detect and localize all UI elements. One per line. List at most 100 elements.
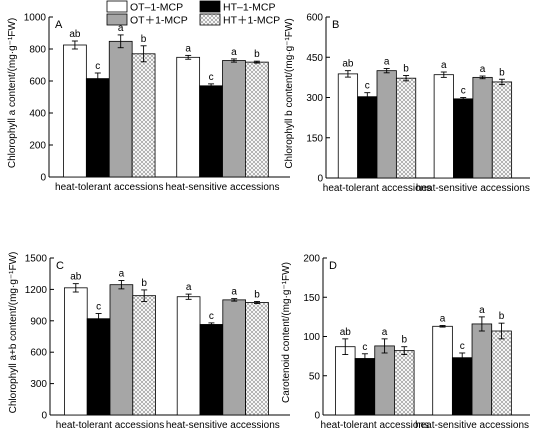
y-tick-label: 200 bbox=[29, 141, 46, 152]
bar bbox=[245, 302, 269, 416]
significance-letter: b bbox=[403, 63, 409, 74]
bar bbox=[222, 299, 247, 416]
y-tick-label: 600 bbox=[306, 13, 323, 24]
significance-letter: ab bbox=[69, 29, 81, 40]
panel-d: 0 50 100 150 200 D Carotenoid content/(mg·g⁻¹F… bbox=[281, 254, 530, 431]
significance-letter: c bbox=[362, 342, 367, 353]
significance-letter: b bbox=[499, 67, 505, 78]
bar bbox=[376, 70, 397, 179]
y-axis-label: Carotenoid content/(mg·g⁻¹FW) bbox=[281, 262, 292, 403]
bar bbox=[132, 295, 157, 416]
y-tick-label: 100 bbox=[303, 332, 320, 343]
significance-letter: c bbox=[209, 72, 214, 83]
bar bbox=[394, 350, 415, 416]
legend-label: OT–1-MCP bbox=[130, 2, 183, 14]
bar bbox=[176, 296, 201, 416]
y-tick-label: 400 bbox=[29, 109, 46, 120]
bar bbox=[374, 345, 395, 416]
bar bbox=[354, 358, 376, 416]
y-tick-label: 600 bbox=[29, 77, 46, 88]
panel-label: C bbox=[56, 260, 64, 272]
significance-letter: c bbox=[460, 341, 465, 352]
bar bbox=[491, 81, 513, 179]
bar bbox=[453, 98, 474, 179]
y-tick-label: 0 bbox=[317, 174, 323, 185]
significance-letter: c bbox=[95, 61, 100, 72]
legend-label: HT–1-MCP bbox=[223, 2, 276, 14]
significance-letter: c bbox=[365, 81, 370, 92]
y-tick-label: 0 bbox=[314, 411, 320, 422]
significance-letter: c bbox=[96, 301, 101, 312]
y-tick-label: 300 bbox=[30, 379, 47, 390]
significance-letter: b bbox=[254, 49, 260, 60]
bar bbox=[109, 284, 134, 416]
panel-label: B bbox=[332, 19, 339, 31]
y-tick-label: 300 bbox=[306, 93, 323, 104]
panel-a: 0 200 400 600 800 1000 A Chlorophyll a content/… bbox=[7, 13, 290, 193]
y-tick-label: 0 bbox=[41, 411, 47, 422]
y-tick-label: 1500 bbox=[25, 254, 48, 265]
x-category-label: heat-sensitive accessions bbox=[166, 420, 280, 431]
x-category-label: heat-sensitive accessions bbox=[166, 182, 280, 193]
y-axis-label: Chlorophyll a+b content/(mg·g⁻¹FW) bbox=[8, 252, 19, 414]
legend-label: OT＋1-MCP bbox=[130, 15, 188, 27]
significance-letter: b bbox=[254, 289, 260, 300]
significance-letter: ab bbox=[342, 59, 354, 70]
significance-letter: a bbox=[186, 282, 192, 293]
significance-letter: b bbox=[141, 278, 147, 289]
x-category-label: heat-tolerant accessions bbox=[323, 183, 431, 194]
bar bbox=[337, 73, 359, 179]
bar bbox=[395, 77, 417, 179]
significance-letter: ab bbox=[70, 272, 82, 283]
bar bbox=[491, 330, 512, 416]
y-tick-label: 900 bbox=[30, 316, 47, 327]
x-category-label: heat-tolerant accessions bbox=[321, 420, 429, 431]
y-tick-label: 450 bbox=[306, 53, 323, 64]
bar bbox=[472, 76, 493, 179]
x-category-label: heat-tolerant accessions bbox=[55, 182, 163, 193]
y-tick-label: 200 bbox=[303, 254, 320, 265]
y-axis-label: Chlorophyll b content/(mg·g⁻¹FW) bbox=[284, 18, 295, 168]
bar bbox=[176, 56, 201, 178]
significance-letter: c bbox=[209, 311, 214, 322]
significance-letter: a bbox=[480, 64, 486, 75]
panel-label: D bbox=[329, 260, 337, 272]
y-tick-label: 1000 bbox=[24, 13, 47, 24]
significance-letter: c bbox=[461, 86, 466, 97]
panel-b: 0 150 300 450 600 B Chlorophyll b content/(mg·… bbox=[284, 13, 530, 194]
significance-letter: a bbox=[479, 305, 485, 316]
significance-letter: b bbox=[401, 335, 407, 346]
bar bbox=[335, 346, 356, 416]
legend-swatch bbox=[199, 13, 221, 26]
y-tick-label: 1200 bbox=[25, 285, 48, 296]
x-category-label: heat-tolerant accessions bbox=[56, 420, 164, 431]
significance-letter: a bbox=[118, 23, 124, 34]
y-tick-label: 150 bbox=[306, 133, 323, 144]
legend-label: HT＋1-MCP bbox=[223, 15, 280, 27]
y-tick-label: 800 bbox=[29, 45, 46, 56]
bar bbox=[245, 61, 269, 178]
bar bbox=[199, 85, 223, 178]
x-category-label: heat-sensitive accessions bbox=[415, 420, 529, 431]
bar bbox=[222, 60, 246, 178]
significance-letter: a bbox=[441, 60, 447, 71]
legend-swatch bbox=[106, 0, 128, 13]
significance-letter: a bbox=[382, 327, 388, 338]
y-tick-label: 150 bbox=[303, 293, 320, 304]
bar bbox=[86, 318, 111, 416]
legend-swatch bbox=[106, 13, 128, 26]
significance-letter: a bbox=[185, 43, 191, 54]
bar bbox=[433, 74, 454, 179]
panel-c: 0 300 600 900 1200 1500 C Chlorophyll a+b conte… bbox=[8, 252, 290, 431]
significance-letter: ab bbox=[340, 327, 352, 338]
bar bbox=[451, 357, 473, 416]
bar bbox=[471, 323, 493, 416]
significance-letter: a bbox=[384, 57, 390, 68]
significance-letter: a bbox=[231, 47, 237, 58]
legend: OT–1-MCP HT–1-MCP OT＋1-MCP HT＋1-MCP bbox=[106, 0, 280, 27]
bar bbox=[199, 324, 224, 416]
bar bbox=[85, 78, 110, 178]
bar bbox=[64, 287, 88, 416]
bar bbox=[131, 53, 156, 178]
